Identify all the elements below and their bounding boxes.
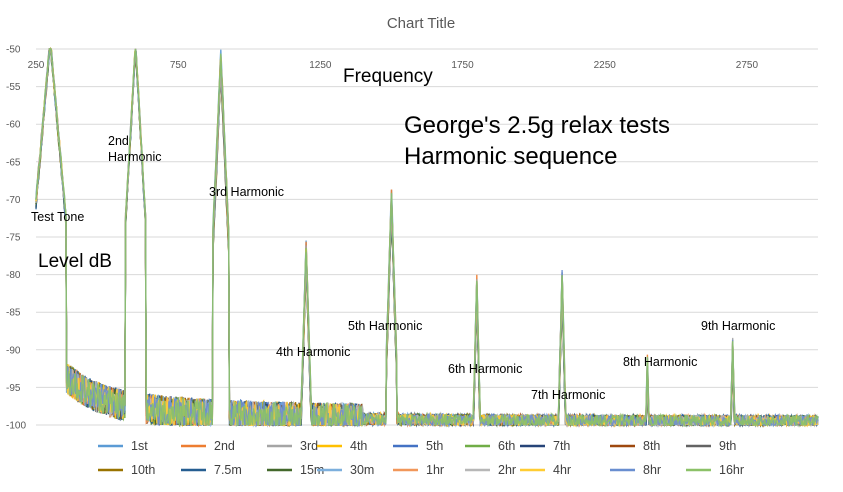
y-tick-label: -90 (6, 345, 21, 356)
legend: 1st 2nd 3rd 4th 5th 6th 7th 8th 9th 10th 7.5m 15m 30… (98, 439, 744, 477)
legend-label: 4th (350, 439, 367, 453)
legend-label: 16hr (719, 463, 744, 477)
y-tick-label: -65 (6, 157, 21, 168)
annotation-7th-harmonic: 7th Harmonic (531, 388, 605, 402)
x-tick-label: 2250 (594, 60, 617, 71)
legend-entry-4th: 4th (317, 439, 367, 453)
series-line-16hr (35, 48, 819, 428)
y-tick-label: -80 (6, 270, 21, 281)
legend-label: 7.5m (214, 463, 242, 477)
legend-entry-2hr: 2hr (465, 463, 516, 477)
legend-entry-7th: 7th (520, 439, 570, 453)
annotation-8th-harmonic: 8th Harmonic (623, 355, 697, 369)
y-tick-label: -100 (6, 421, 26, 432)
y-axis-tick-labels: -50 -55 -60 -65 -70 -75 -80 -85 -90 -95 -100 (6, 45, 26, 432)
legend-entry-2nd: 2nd (181, 439, 235, 453)
legend-entry-10th: 10th (98, 463, 155, 477)
legend-label: 7th (553, 439, 570, 453)
legend-label: 1st (131, 439, 148, 453)
legend-label: 9th (719, 439, 736, 453)
annotation-3rd-harmonic: 3rd Harmonic (209, 185, 284, 199)
legend-entry-8hr: 8hr (610, 463, 661, 477)
annotation-9th-harmonic: 9th Harmonic (701, 319, 775, 333)
chart-title: Chart Title (387, 15, 455, 32)
x-axis-tick-labels: 250 750 1250 1750 2250 2750 (28, 60, 759, 71)
x-tick-label: 1250 (309, 60, 332, 71)
x-tick-label: 2750 (736, 60, 759, 71)
annotations: Frequency Level dB George's 2.5g relax t… (31, 66, 775, 402)
x-tick-label: 250 (28, 60, 45, 71)
x-tick-label: 1750 (451, 60, 474, 71)
annotation-test-tone: Test Tone (31, 210, 84, 224)
legend-label: 1hr (426, 463, 444, 477)
legend-entry-9th: 9th (686, 439, 736, 453)
series-lines (35, 46, 819, 428)
y-axis-label: Level dB (38, 251, 112, 272)
legend-entry-3rd: 3rd (267, 439, 318, 453)
legend-label: 8hr (643, 463, 661, 477)
legend-entry-30m: 30m (317, 463, 374, 477)
y-tick-label: -85 (6, 308, 21, 319)
y-tick-label: -70 (6, 195, 21, 206)
legend-entry-7.5m: 7.5m (181, 463, 242, 477)
annotation-4th-harmonic: 4th Harmonic (276, 345, 350, 359)
legend-label: 3rd (300, 439, 318, 453)
y-tick-label: -60 (6, 120, 21, 131)
annotation-george-tests: George's 2.5g relax tests (404, 112, 670, 139)
annotation-2nd: 2nd (108, 134, 129, 148)
x-axis-label: Frequency (343, 66, 433, 87)
annotation-6th-harmonic: 6th Harmonic (448, 362, 522, 376)
legend-label: 5th (426, 439, 443, 453)
legend-label: 6th (498, 439, 515, 453)
gridlines (36, 48, 818, 426)
legend-label: 2nd (214, 439, 235, 453)
y-tick-label: -95 (6, 383, 21, 394)
legend-label: 30m (350, 463, 374, 477)
y-tick-label: -50 (6, 45, 21, 56)
legend-label: 8th (643, 439, 660, 453)
annotation-2nd-harmonic: Harmonic (108, 150, 162, 164)
legend-entry-1hr: 1hr (393, 463, 444, 477)
legend-entry-15m: 15m (267, 463, 324, 477)
y-tick-label: -55 (6, 82, 21, 93)
legend-label: 4hr (553, 463, 571, 477)
legend-entry-5th: 5th (393, 439, 443, 453)
legend-entry-6th: 6th (465, 439, 515, 453)
y-tick-label: -75 (6, 233, 21, 244)
legend-label: 15m (300, 463, 324, 477)
legend-entry-1st: 1st (98, 439, 148, 453)
annotation-harmonic-sequence: Harmonic sequence (404, 143, 617, 170)
x-tick-label: 750 (170, 60, 187, 71)
legend-entry-4hr: 4hr (520, 463, 571, 477)
legend-entry-8th: 8th (610, 439, 660, 453)
annotation-5th-harmonic: 5th Harmonic (348, 319, 422, 333)
legend-label: 2hr (498, 463, 516, 477)
legend-label: 10th (131, 463, 155, 477)
legend-entry-16hr: 16hr (686, 463, 744, 477)
